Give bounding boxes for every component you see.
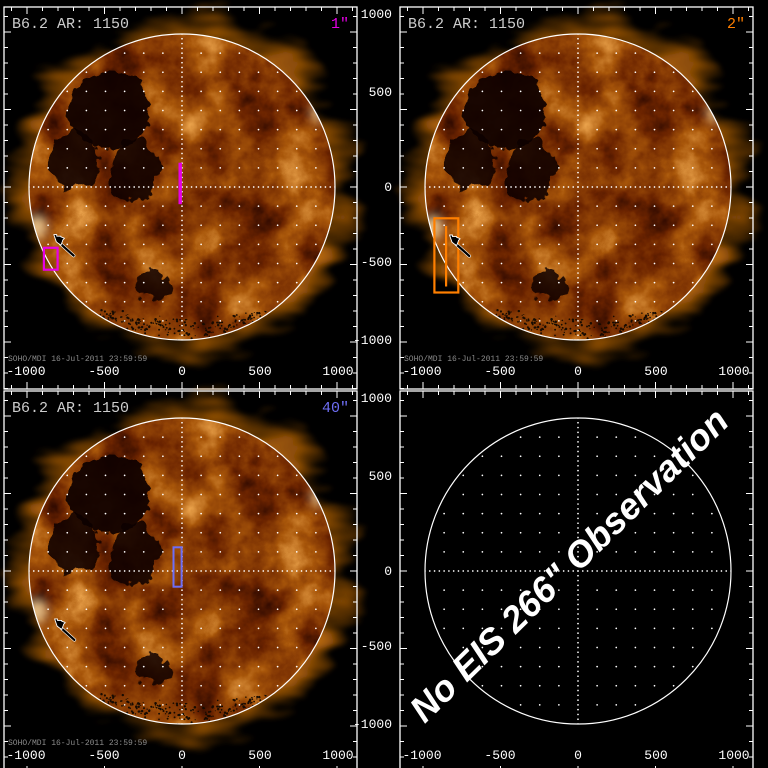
svg-text:0: 0 [384,564,392,579]
svg-text:-500: -500 [88,748,119,763]
svg-text:1000: 1000 [718,364,749,379]
svg-text:1000: 1000 [718,748,749,763]
svg-text:0: 0 [574,364,582,379]
svg-text:500: 500 [369,469,392,484]
svg-text:1000: 1000 [361,7,392,22]
svg-text:500: 500 [248,748,271,763]
svg-text:SOHO/MDI 16-Jul-2011 23:59:5: SOHO/MDI 16-Jul-2011 23:59:59 [8,355,147,364]
svg-text:-500: -500 [361,639,392,654]
svg-text:-1000: -1000 [402,748,441,763]
svg-text:1000: 1000 [322,748,353,763]
svg-text:2": 2" [727,16,745,33]
svg-text:0: 0 [384,180,392,195]
svg-text:-500: -500 [88,364,119,379]
svg-text:B6.2 AR: 1150: B6.2 AR: 1150 [12,16,129,33]
svg-text:500: 500 [644,748,667,763]
svg-text:0: 0 [574,748,582,763]
svg-text:SOHO/MDI 16-Jul-2011 23:59:5: SOHO/MDI 16-Jul-2011 23:59:59 [404,355,543,364]
svg-text:1000: 1000 [322,364,353,379]
svg-text:-1000: -1000 [353,717,392,732]
svg-text:-1000: -1000 [402,364,441,379]
svg-text:1000: 1000 [361,391,392,406]
svg-text:1": 1" [331,16,349,33]
svg-text:-1000: -1000 [6,364,45,379]
svg-text:B6.2 AR: 1150: B6.2 AR: 1150 [12,400,129,417]
svg-text:500: 500 [369,85,392,100]
svg-text:40": 40" [322,400,349,417]
svg-text:500: 500 [644,364,667,379]
svg-text:-500: -500 [361,255,392,270]
svg-text:SOHO/MDI 16-Jul-2011 23:59:5: SOHO/MDI 16-Jul-2011 23:59:59 [8,739,147,748]
svg-text:500: 500 [248,364,271,379]
svg-text:-1000: -1000 [6,748,45,763]
svg-text:-500: -500 [484,748,515,763]
svg-text:0: 0 [178,364,186,379]
svg-text:-1000: -1000 [353,333,392,348]
svg-text:-500: -500 [484,364,515,379]
svg-text:0: 0 [178,748,186,763]
svg-text:B6.2 AR: 1150: B6.2 AR: 1150 [408,16,525,33]
